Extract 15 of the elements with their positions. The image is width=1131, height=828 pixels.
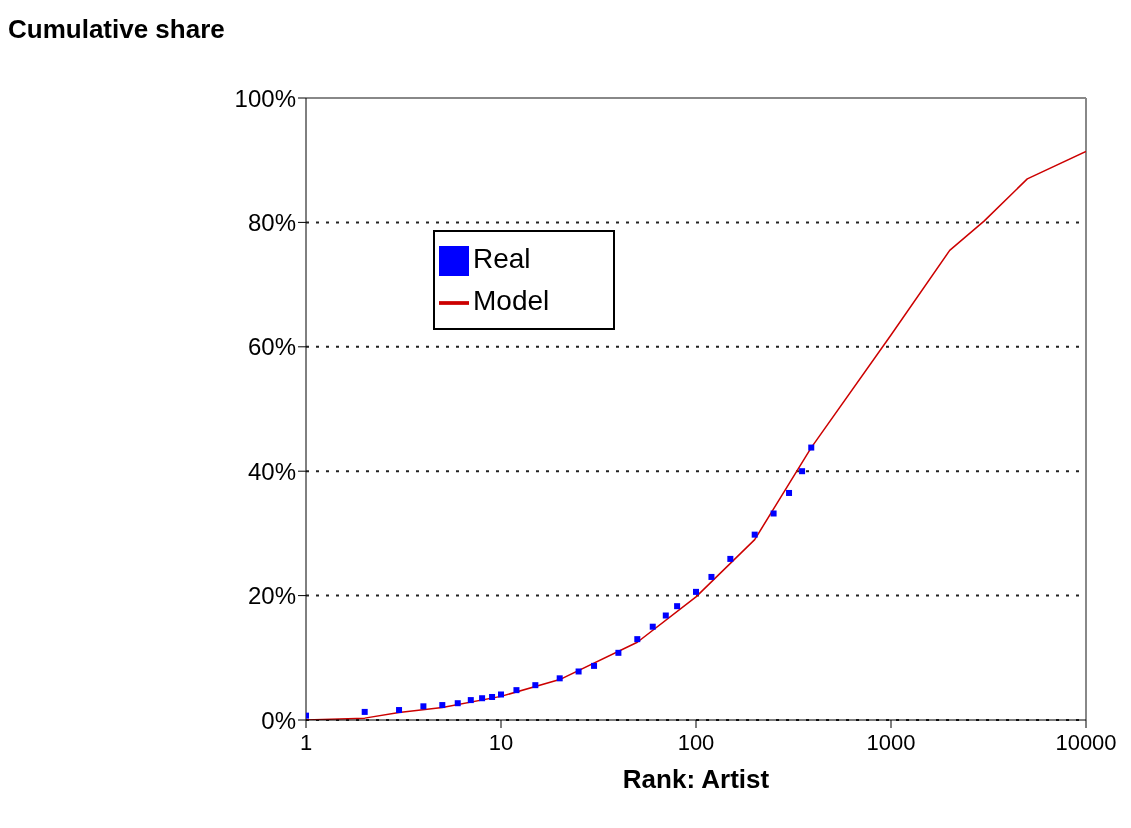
- y-tick-label: 100%: [234, 84, 296, 112]
- x-tick-label: 100: [677, 729, 715, 755]
- x-axis-title: Rank: Artist: [622, 764, 770, 794]
- legend-label: Real: [473, 243, 531, 274]
- y-axis-title: Cumulative share: [8, 14, 225, 45]
- x-tick-label: 10000: [1055, 729, 1117, 755]
- x-tick-label: 1: [299, 729, 313, 755]
- y-tick-label: 40%: [247, 457, 296, 485]
- y-tick-label: 0%: [261, 706, 296, 734]
- x-tick-label: 10: [488, 729, 514, 755]
- y-tick-label: 60%: [247, 333, 296, 361]
- y-tick-label: 20%: [247, 582, 296, 610]
- y-tick-label: 80%: [247, 208, 296, 236]
- x-tick-label: 1000: [866, 729, 916, 755]
- legend-label: Model: [473, 285, 550, 316]
